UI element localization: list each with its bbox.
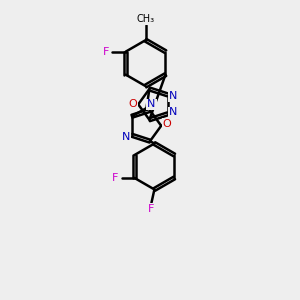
Text: F: F xyxy=(103,47,109,57)
Text: CH₃: CH₃ xyxy=(136,14,154,24)
Text: F: F xyxy=(112,173,119,183)
Text: N: N xyxy=(169,91,177,101)
Text: N: N xyxy=(169,107,177,117)
Text: F: F xyxy=(148,204,155,214)
Text: O: O xyxy=(163,119,172,129)
Text: O: O xyxy=(128,99,137,110)
Text: N: N xyxy=(147,100,156,110)
Text: N: N xyxy=(122,132,130,142)
